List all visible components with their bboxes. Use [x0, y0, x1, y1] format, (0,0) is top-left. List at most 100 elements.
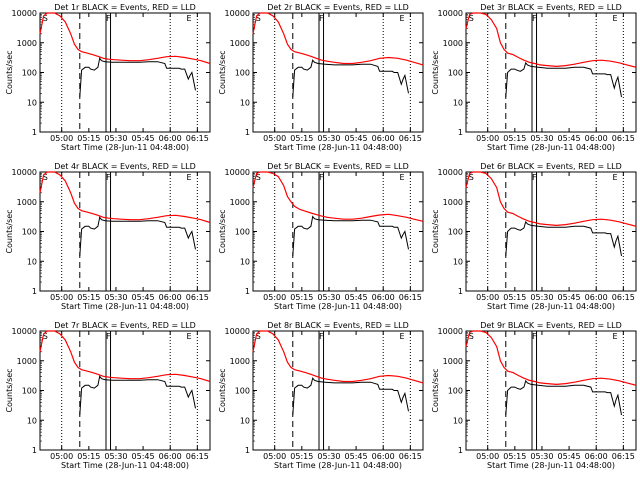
- panel-title: Det 7r BLACK = Events, RED = LLD: [54, 321, 196, 330]
- y-axis-label: Counts/sec: [218, 368, 227, 412]
- y-tick-label: 100: [448, 387, 463, 396]
- x-axis-label: Start Time (28-Jun-11 04:48:00): [274, 302, 402, 311]
- y-tick-label: 100: [448, 69, 463, 78]
- x-axis-label: Start Time (28-Jun-11 04:48:00): [487, 302, 615, 311]
- y-tick-label: 100: [235, 69, 250, 78]
- y-tick-label: 10: [240, 98, 250, 107]
- y-tick-label: 10: [453, 257, 463, 266]
- x-tick-label: 05:45: [345, 293, 368, 302]
- x-tick-label: 06:15: [612, 452, 635, 461]
- panel-title: Det 3r BLACK = Events, RED = LLD: [480, 3, 622, 12]
- x-tick-label: 06:15: [399, 452, 422, 461]
- x-tick-label: 05:15: [77, 293, 100, 302]
- x-tick-label: 05:00: [50, 293, 73, 302]
- y-tick-label: 1000: [443, 357, 463, 366]
- marker-letter: F: [106, 14, 111, 23]
- y-tick-label: 1: [245, 446, 250, 455]
- y-tick-label: 10000: [225, 327, 250, 336]
- y-tick-label: 10: [27, 416, 37, 425]
- marker-letter: F: [106, 332, 111, 341]
- plot-frame: [39, 12, 211, 133]
- x-tick-label: 05:30: [317, 452, 340, 461]
- y-tick-label: 100: [235, 387, 250, 396]
- x-tick-label: 05:30: [317, 293, 340, 302]
- panel: Det 7r BLACK = Events, RED = LLD 1 10 100 10…: [5, 321, 211, 470]
- x-tick-label: 05:30: [317, 134, 340, 143]
- marker-letter: S: [43, 173, 48, 182]
- y-tick-label: 1000: [17, 198, 37, 207]
- x-tick-label: 05:15: [503, 293, 526, 302]
- y-tick-label: 10: [240, 416, 250, 425]
- x-tick-label: 05:30: [530, 134, 553, 143]
- y-axis-label: Counts/sec: [218, 50, 227, 94]
- x-tick-label: 06:00: [585, 134, 608, 143]
- lld-series-line: [39, 330, 211, 383]
- y-tick-label: 10000: [438, 9, 463, 18]
- plot-frame: [39, 330, 211, 451]
- x-tick-label: 05:15: [503, 452, 526, 461]
- y-tick-label: 1: [32, 287, 37, 296]
- marker-letter: F: [532, 14, 537, 23]
- x-tick-label: 06:15: [186, 452, 209, 461]
- x-tick-label: 06:15: [399, 293, 422, 302]
- marker-letter: F: [319, 173, 324, 182]
- panel: Det 8r BLACK = Events, RED = LLD 1 10 100 10…: [218, 321, 424, 470]
- lld-series-line: [39, 171, 211, 224]
- x-axis-label: Start Time (28-Jun-11 04:48:00): [61, 461, 189, 470]
- marker-letter: S: [43, 332, 48, 341]
- x-tick-label: 05:30: [104, 452, 127, 461]
- y-tick-label: 1: [32, 446, 37, 455]
- y-axis-label: Counts/sec: [5, 368, 14, 412]
- x-tick-label: 05:15: [77, 134, 100, 143]
- x-tick-label: 06:00: [159, 293, 182, 302]
- y-tick-label: 1000: [443, 198, 463, 207]
- x-tick-label: 06:00: [372, 293, 395, 302]
- marker-letter: S: [43, 14, 48, 23]
- x-tick-label: 06:00: [372, 452, 395, 461]
- lld-series-line: [252, 12, 424, 66]
- x-tick-label: 05:15: [77, 452, 100, 461]
- y-axis-label: Counts/sec: [5, 50, 14, 94]
- marker-letter: F: [532, 332, 537, 341]
- x-tick-label: 05:45: [345, 134, 368, 143]
- events-series-line: [79, 216, 196, 257]
- marker-letter: S: [256, 14, 261, 23]
- y-axis-label: Counts/sec: [431, 209, 440, 253]
- marker-letter: F: [319, 332, 324, 341]
- x-tick-label: 05:15: [503, 134, 526, 143]
- x-axis-label: Start Time (28-Jun-11 04:48:00): [274, 143, 402, 152]
- marker-letter: E: [612, 173, 617, 182]
- y-tick-label: 1000: [443, 39, 463, 48]
- y-axis-label: Counts/sec: [218, 209, 227, 253]
- panel: Det 2r BLACK = Events, RED = LLD 1 10 100 10…: [218, 3, 424, 152]
- events-series-line: [292, 59, 409, 98]
- panel-title: Det 5r BLACK = Events, RED = LLD: [267, 162, 409, 171]
- panel: Det 9r BLACK = Events, RED = LLD 1 10 100 10…: [431, 321, 637, 470]
- plot-frame: [465, 12, 637, 133]
- events-series-line: [505, 220, 622, 257]
- lld-series-line: [252, 171, 424, 222]
- x-tick-label: 05:45: [132, 293, 155, 302]
- marker-letter: E: [186, 173, 191, 182]
- panel: Det 5r BLACK = Events, RED = LLD 1 10 100 10…: [218, 162, 424, 311]
- marker-letter: E: [186, 332, 191, 341]
- y-tick-label: 1000: [17, 357, 37, 366]
- lld-series-line: [465, 12, 637, 68]
- x-tick-label: 06:00: [159, 452, 182, 461]
- y-tick-label: 10000: [12, 9, 37, 18]
- y-tick-label: 100: [22, 69, 37, 78]
- y-tick-label: 10000: [12, 168, 37, 177]
- y-tick-label: 100: [22, 387, 37, 396]
- y-tick-label: 10000: [225, 9, 250, 18]
- events-series-line: [505, 61, 622, 98]
- panel-title: Det 6r BLACK = Events, RED = LLD: [480, 162, 622, 171]
- y-tick-label: 1: [458, 446, 463, 455]
- y-tick-label: 10000: [438, 327, 463, 336]
- plot-frame: [252, 171, 424, 292]
- marker-letter: S: [256, 173, 261, 182]
- marker-letter: S: [256, 332, 261, 341]
- panel: Det 4r BLACK = Events, RED = LLD 1 10 100 10…: [5, 162, 211, 311]
- x-tick-label: 05:00: [476, 134, 499, 143]
- y-tick-label: 1000: [230, 357, 250, 366]
